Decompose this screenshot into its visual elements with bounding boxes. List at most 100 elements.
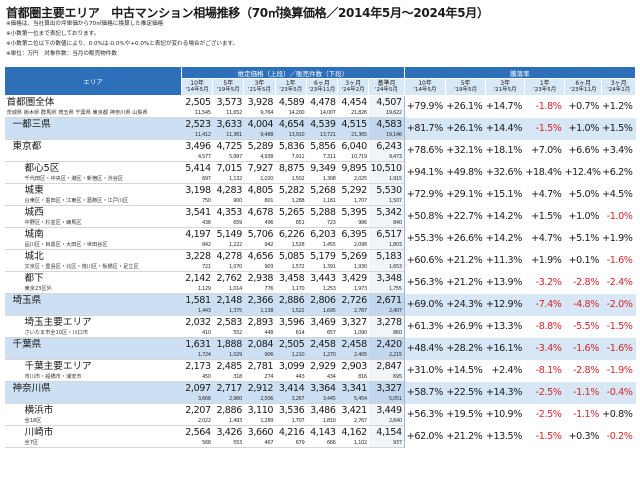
rate-cell: +5.1% xyxy=(568,232,600,244)
count-cell: 5,454 xyxy=(337,394,369,404)
price-cell: 2,523 xyxy=(181,117,213,131)
area-name: 一都三県 xyxy=(4,117,182,131)
rate-cell: +15.1% xyxy=(485,188,523,200)
header-col-top: 3ヶ月 xyxy=(345,80,362,87)
price-cell: 4,507 xyxy=(368,95,405,109)
count-cell: 937 xyxy=(368,438,405,448)
header-col-bottom: '21年5月 xyxy=(493,87,517,93)
area-name: 埼玉主要エリア xyxy=(24,316,92,328)
count-cell: 2,025 xyxy=(337,174,369,184)
rate-cell: +4.5% xyxy=(602,188,633,200)
rate-cell: -1.6% xyxy=(601,337,636,360)
price-cell: 6,517 xyxy=(368,227,405,241)
count-cell: 13,910 xyxy=(275,130,307,140)
price-cell: 3,496 xyxy=(185,140,211,152)
rate-cell: +1.5% xyxy=(531,210,562,222)
area-name: 神奈川県 xyxy=(4,381,182,395)
count-cell: 318 xyxy=(212,372,244,382)
rate-cell: +16.1% xyxy=(485,337,525,360)
area-name: 千葉主要エリア xyxy=(24,360,92,372)
header-rate-col: 3ヶ月 '24年2月 xyxy=(601,78,636,96)
count-cell: 1,493 xyxy=(212,416,244,426)
header-rate-col: 6ヶ月 '23年11月 xyxy=(563,78,603,96)
rate-cell: +94.1% xyxy=(403,161,446,184)
rate-cell: +22.7% xyxy=(446,210,483,222)
count-cell: 721 xyxy=(181,262,213,272)
price-cell: 2,148 xyxy=(212,293,244,307)
area-subtitle: 品川区・目黒区・大田区・世田谷区 xyxy=(4,240,182,250)
count-cell: 1,170 xyxy=(275,284,307,294)
rate-cell: -1.9% xyxy=(606,364,633,376)
count-cell: 1,973 xyxy=(337,284,369,294)
count-cell: 2,215 xyxy=(368,350,405,360)
count-cell: 1,289 xyxy=(243,416,276,426)
price-cell: 2,806 xyxy=(306,293,338,307)
count-cell: 1,507 xyxy=(368,196,405,206)
rate-cell: -2.5% xyxy=(535,408,562,420)
count-cell: 776 xyxy=(243,284,276,294)
area-name: 首都圏全体 xyxy=(6,96,55,108)
header-price-col: 1年 '23年5月 xyxy=(274,78,307,96)
rate-cell: -0.2% xyxy=(606,430,633,442)
price-cell: 4,725 xyxy=(216,140,242,152)
area-subtitle xyxy=(4,394,182,404)
area-subtitle: 中野区・杉並区・練馬区 xyxy=(4,218,182,228)
price-cell: 2,929 xyxy=(310,360,336,372)
rate-cell: -8.1% xyxy=(535,364,562,376)
rate-cell: +61.3% xyxy=(403,315,446,338)
price-cell: 4,539 xyxy=(306,117,338,131)
price-cell: 8,875 xyxy=(278,162,305,174)
table-row-counts: 中野区・杉並区・練馬区 438 659 496 851 723 986 840 xyxy=(4,218,636,228)
price-cell: 5,265 xyxy=(278,206,305,218)
price-cell: 2,893 xyxy=(247,316,274,328)
price-cell: 3,099 xyxy=(278,360,305,372)
price-cell: 5,183 xyxy=(368,249,405,263)
count-cell: 21,826 xyxy=(337,108,369,118)
price-cell: 3,426 xyxy=(216,426,242,438)
price-cell: 4,283 xyxy=(216,184,242,196)
rate-cell: +5.0% xyxy=(568,188,600,200)
price-cell: 9,895 xyxy=(341,162,367,174)
rate-cell: +78.6% xyxy=(403,139,446,162)
count-cell: 1,253 xyxy=(306,284,338,294)
count-cell: 840 xyxy=(368,218,405,228)
table-row-counts: 市川市・船橋市・浦安市 450 318 274 443 434 816 695 xyxy=(4,372,636,382)
rate-cell: +1.9% xyxy=(602,232,633,244)
header-col-bottom: '23年11月 xyxy=(569,87,597,93)
table-row: 都心5区 5,414 7,015 7,927 8,875 9,349 9,895 10,510… xyxy=(5,161,636,184)
count-cell: 900 xyxy=(212,196,244,206)
note-line: ※小数第一位まで表記しております。 xyxy=(6,31,100,37)
price-cell: 3,421 xyxy=(341,404,367,416)
area-subtitle: 市川市・船橋市・浦安市 xyxy=(4,372,182,382)
area-name: 埼玉県 xyxy=(4,293,182,307)
area-subtitle: 東京23区外 xyxy=(4,284,182,294)
area-subtitle xyxy=(4,130,182,140)
price-cell: 7,927 xyxy=(247,162,274,174)
rate-cell: +14.7% xyxy=(485,100,523,112)
count-cell: 19,146 xyxy=(368,130,405,140)
rate-cell: +19.5% xyxy=(446,408,483,420)
price-cell: 5,179 xyxy=(310,250,336,262)
price-cell: 3,110 xyxy=(247,404,274,416)
rate-cell: +26.6% xyxy=(446,232,483,244)
area-name: 千葉県 xyxy=(4,337,182,351)
rate-cell: +18.4% xyxy=(525,166,562,178)
count-cell: 1,391 xyxy=(306,262,338,272)
table-row: 都下 2,142 2,762 2,938 3,458 3,443 3,429 3,348 +56… xyxy=(5,271,636,294)
rate-cell: +79.9% xyxy=(403,95,446,118)
count-cell: 5,997 xyxy=(212,152,244,162)
count-cell: 1,724 xyxy=(181,350,213,360)
count-cell: 942 xyxy=(243,240,276,250)
price-cell: 6,040 xyxy=(341,140,367,152)
rate-cell: +81.7% xyxy=(403,117,446,140)
price-cell: 5,395 xyxy=(341,206,367,218)
rate-cell: +4.7% xyxy=(531,188,562,200)
area-name: 城東 xyxy=(24,184,44,196)
count-cell: 7,311 xyxy=(306,152,338,162)
count-cell: 1,695 xyxy=(306,306,338,316)
price-cell: 3,486 xyxy=(310,404,336,416)
price-cell: 2,717 xyxy=(212,381,244,395)
price-cell: 1,631 xyxy=(181,337,213,351)
price-cell: 3,429 xyxy=(341,272,367,284)
count-cell: 1,029 xyxy=(212,350,244,360)
